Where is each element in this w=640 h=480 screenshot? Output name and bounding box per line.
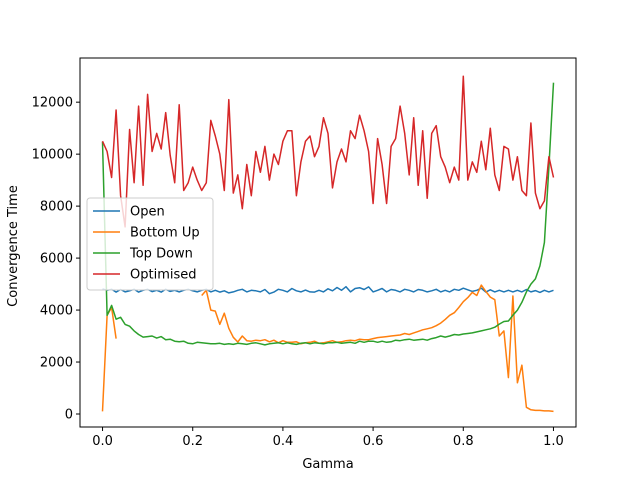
x-axis: 0.0 0.2 0.4 0.6 0.8 1.0 <box>92 427 564 449</box>
y-axis: 0 2000 4000 6000 8000 10000 12000 <box>32 96 80 423</box>
series-open <box>102 285 554 295</box>
x-tick-label: 0.6 <box>363 434 384 449</box>
legend-label: Optimised <box>130 268 197 283</box>
x-axis-label: Gamma <box>302 457 353 472</box>
legend-label: Top Down <box>129 247 193 262</box>
y-tick-label: 4000 <box>40 304 73 319</box>
series-layer <box>101 75 555 413</box>
legend-label: Bottom Up <box>130 226 200 241</box>
legend-item: Optimised <box>93 268 197 283</box>
series-line <box>102 285 554 295</box>
y-tick-label: 12000 <box>32 96 73 111</box>
x-tick-label: 0.8 <box>453 434 474 449</box>
legend-box <box>86 197 214 291</box>
series-line <box>201 284 554 413</box>
series-top-down <box>101 82 555 346</box>
plot-frame <box>79 57 577 428</box>
legend-item: Bottom Up <box>93 226 200 241</box>
legend-label: Open <box>130 205 165 220</box>
y-tick-label: 10000 <box>32 148 73 163</box>
y-tick-label: 0 <box>65 408 73 423</box>
x-tick-label: 1.0 <box>543 434 564 449</box>
y-axis-label: Convergence Time <box>6 185 21 307</box>
series-line <box>101 82 555 346</box>
x-tick-label: 0.2 <box>182 434 203 449</box>
y-tick-label: 6000 <box>40 252 73 267</box>
series-optimised <box>101 75 555 228</box>
legend-item: Open <box>93 205 165 220</box>
x-tick-label: 0.0 <box>92 434 113 449</box>
y-tick-label: 8000 <box>40 200 73 215</box>
legend-item: Top Down <box>93 247 193 262</box>
legend: Open Bottom Up Top Down Optimised <box>86 197 214 291</box>
x-tick-label: 0.4 <box>273 434 294 449</box>
y-tick-label: 2000 <box>40 356 73 371</box>
series-line <box>101 75 555 228</box>
